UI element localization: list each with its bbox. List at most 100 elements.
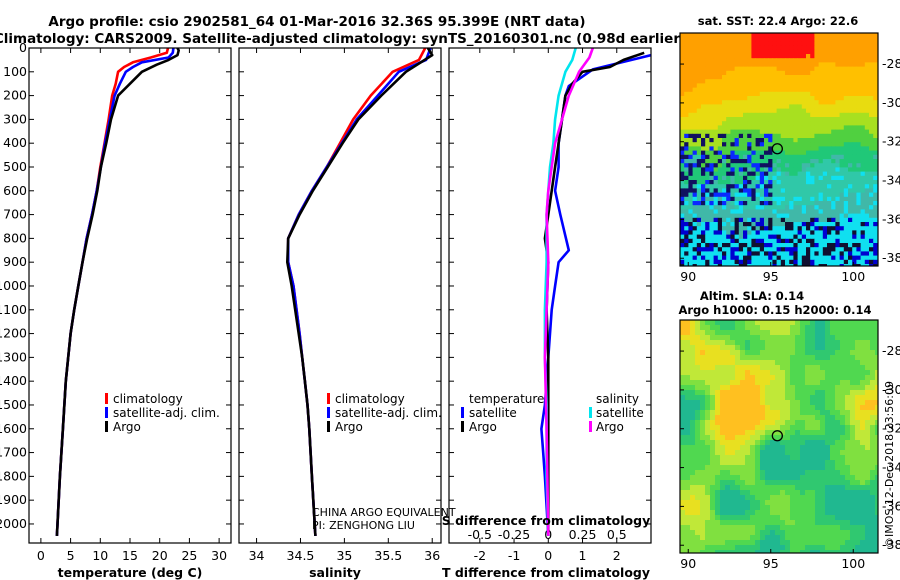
difference-panel: -2 -1 0 1 2-0.5 -0.25 0 0.25 0.5 S difference fr… bbox=[442, 47, 652, 580]
salinity-axis-ticks: 34 34.5 35 35.5 36 bbox=[239, 47, 441, 563]
y-tick-label: 1600 bbox=[0, 421, 27, 436]
temperature-axis-ticks: 0100200300400500600700800900100011001200… bbox=[0, 40, 231, 563]
series-salinity-argo bbox=[543, 48, 595, 536]
difference-legend-salinity: salinity satellite Argo bbox=[589, 392, 644, 434]
legend-swatch-climatology bbox=[327, 393, 330, 404]
secondary-x-tick-label: 0.5 bbox=[607, 527, 627, 542]
y-tick-label: 1500 bbox=[0, 397, 27, 412]
legend-label-argo: Argo bbox=[113, 420, 141, 434]
x-tick-label: -1 bbox=[508, 548, 520, 563]
x-tick-label: 0 bbox=[544, 548, 552, 563]
map-y-tick-label: -32 bbox=[882, 134, 900, 149]
map-y-tick-label: -38 bbox=[882, 250, 900, 265]
y-tick-label: 1100 bbox=[0, 302, 27, 317]
map-y-tick-label: -32 bbox=[882, 421, 900, 436]
legend-swatch-satellite bbox=[105, 407, 108, 418]
series-temperature-satellite bbox=[540, 53, 651, 536]
sla-map-frame bbox=[679, 319, 879, 554]
legend-label-temperature-argo: Argo bbox=[469, 420, 497, 434]
x-tick-label: 35.5 bbox=[374, 548, 402, 563]
y-tick-label: 1200 bbox=[0, 326, 27, 341]
y-tick-label: 1700 bbox=[0, 445, 27, 460]
y-tick-label: 1300 bbox=[0, 349, 27, 364]
map-y-tick-label: -28 bbox=[882, 343, 900, 358]
x-tick-label: 36 bbox=[424, 548, 440, 563]
secondary-x-tick-label: -0.25 bbox=[498, 527, 530, 542]
sst-profile-location-marker bbox=[771, 143, 783, 155]
imos-timestamp: ©IMOS 12-Dec-2018 23:56:09 bbox=[883, 381, 896, 548]
sla-map-title-line1: Altim. SLA: 0.14 bbox=[700, 289, 804, 303]
y-tick-label: 1800 bbox=[0, 468, 27, 483]
y-tick-label: 1400 bbox=[0, 373, 27, 388]
sla-profile-location-marker bbox=[771, 430, 783, 442]
series-satellite-adj-clim bbox=[55, 48, 175, 536]
legend-swatch-satellite bbox=[327, 407, 330, 418]
legend-title-salinity: salinity bbox=[596, 392, 639, 406]
legend-swatch-argo bbox=[105, 421, 108, 432]
difference-series bbox=[540, 48, 651, 536]
legend-swatch-temperature-satellite bbox=[461, 407, 464, 418]
y-tick-label: 400 bbox=[3, 135, 27, 150]
map-y-tick-label: -30 bbox=[882, 382, 900, 397]
legend-title-temperature: temperature bbox=[469, 392, 544, 406]
x-tick-label: 30 bbox=[211, 548, 227, 563]
map-x-tick-label: 95 bbox=[763, 556, 779, 571]
x-tick-label: 20 bbox=[152, 548, 168, 563]
credit-institution: CHINA ARGO EQUIVALENT bbox=[312, 506, 456, 519]
legend-label-climatology: climatology bbox=[113, 392, 183, 406]
difference-xlabel-top: S difference from climatology bbox=[442, 513, 651, 528]
x-tick-label: 34.5 bbox=[287, 548, 315, 563]
temperature-xlabel: temperature (deg C) bbox=[58, 565, 203, 580]
x-tick-label: 5 bbox=[67, 548, 75, 563]
difference-plot-frame bbox=[448, 47, 652, 544]
legend-label-climatology: climatology bbox=[335, 392, 405, 406]
credit-pi: PI: ZENGHONG LIU bbox=[312, 519, 415, 532]
map-y-tick-label: -36 bbox=[882, 498, 900, 513]
sst-map-frame bbox=[679, 32, 879, 267]
salinity-panel: 34 34.5 35 35.5 36 salinity climatology sate… bbox=[238, 47, 456, 580]
difference-legend-temperature: temperature satellite Argo bbox=[461, 392, 544, 434]
sst-map-cells bbox=[680, 33, 878, 266]
salinity-legend: climatology satellite-adj. clim. Argo bbox=[327, 392, 442, 434]
series-climatology bbox=[55, 48, 170, 536]
map-y-tick-label: -28 bbox=[882, 56, 900, 71]
secondary-x-tick-label: -0.5 bbox=[468, 527, 492, 542]
y-tick-label: 200 bbox=[3, 88, 27, 103]
sst-map-ticks: 90 95 100 -28 -30 -32 -34 -36 -38 bbox=[680, 56, 900, 284]
temperature-plot-frame bbox=[28, 47, 232, 544]
y-tick-label: 100 bbox=[3, 64, 27, 79]
map-x-tick-label: 90 bbox=[680, 269, 696, 284]
series-argo bbox=[285, 48, 434, 536]
series-satellite-adj-clim bbox=[286, 48, 432, 536]
salinity-series bbox=[285, 48, 434, 536]
legend-label-argo: Argo bbox=[335, 420, 363, 434]
legend-swatch-salinity-argo bbox=[589, 421, 592, 432]
sla-map-ticks: 90 95 100 -28 -30 -32 -34 -36 -38 bbox=[680, 343, 900, 571]
sst-map-panel: sat. SST: 22.4 Argo: 22.6 90 95 100 -28 -30 -… bbox=[679, 14, 900, 284]
x-tick-label: 15 bbox=[122, 548, 138, 563]
legend-label-temperature-satellite: satellite bbox=[469, 406, 517, 420]
map-x-tick-label: 90 bbox=[680, 556, 696, 571]
y-tick-label: 2000 bbox=[0, 516, 27, 531]
map-y-tick-label: -36 bbox=[882, 211, 900, 226]
legend-swatch-temperature-argo bbox=[461, 421, 464, 432]
salinity-plot-frame bbox=[238, 47, 442, 544]
x-tick-label: 2 bbox=[613, 548, 621, 563]
y-tick-label: 0 bbox=[19, 40, 27, 55]
x-tick-label: 34 bbox=[249, 548, 265, 563]
y-tick-label: 600 bbox=[3, 183, 27, 198]
x-tick-label: 35 bbox=[336, 548, 352, 563]
difference-axis-ticks: -2 -1 0 1 2-0.5 -0.25 0 0.25 0.5 bbox=[449, 47, 651, 563]
y-tick-label: 900 bbox=[3, 254, 27, 269]
figure-title-line2: Climatology: CARS2009. Satellite-adjuste… bbox=[0, 31, 686, 47]
temperature-legend: climatology satellite-adj. clim. Argo bbox=[105, 392, 220, 434]
legend-label-satellite: satellite-adj. clim. bbox=[335, 406, 442, 420]
difference-xlabel: T difference from climatology bbox=[442, 565, 650, 580]
legend-label-satellite: satellite-adj. clim. bbox=[113, 406, 220, 420]
x-tick-label: 25 bbox=[181, 548, 197, 563]
secondary-x-tick-label: 0.25 bbox=[569, 527, 597, 542]
map-x-tick-label: 100 bbox=[841, 269, 865, 284]
y-tick-label: 500 bbox=[3, 159, 27, 174]
x-tick-label: -2 bbox=[474, 548, 486, 563]
